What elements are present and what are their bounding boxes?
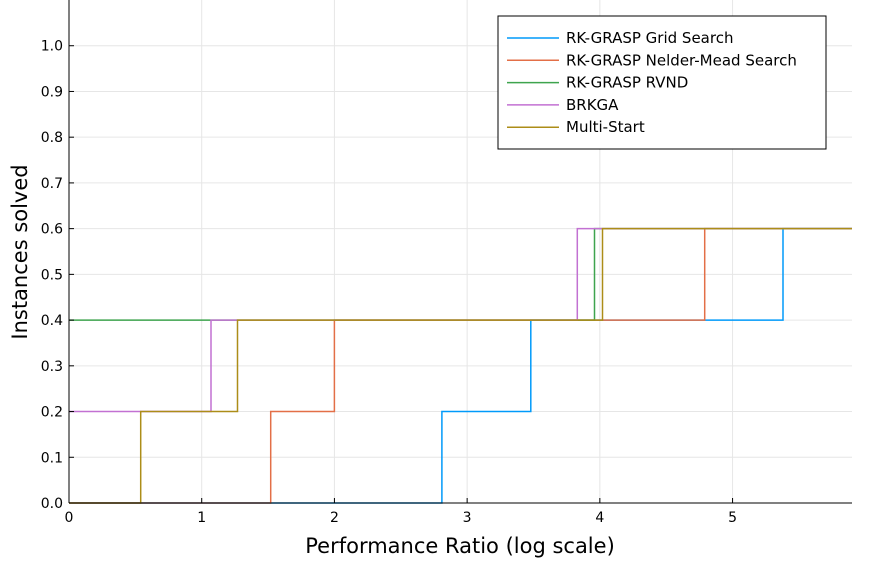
legend: RK-GRASP Grid Search RK-GRASP Nelder-Mead… xyxy=(497,15,827,150)
legend-label: RK-GRASP RVND xyxy=(566,74,688,92)
y-tick-label: 1.0 xyxy=(41,39,63,55)
y-tick-label: 0.5 xyxy=(41,267,63,283)
x-axis-title: Performance Ratio (log scale) xyxy=(305,534,615,558)
y-axis-title: Instances solved xyxy=(8,164,32,339)
x-tick-label: 0 xyxy=(65,510,74,526)
y-tick-label: 0.6 xyxy=(41,222,63,238)
y-tick-label: 0.3 xyxy=(41,359,63,375)
y-tick-label: 0.7 xyxy=(41,176,63,192)
legend-label: RK-GRASP Nelder-Mead Search xyxy=(566,51,797,69)
series-line-5 xyxy=(69,227,852,504)
x-tick-label: 1 xyxy=(197,510,206,526)
series-line-1 xyxy=(69,227,852,504)
y-tick-label: 0.9 xyxy=(41,84,63,100)
y-tick-label: 0.1 xyxy=(41,450,63,466)
x-tick-label: 5 xyxy=(728,510,737,526)
tick-labels: 0 1 2 3 4 5 0.0 0.1 0.2 0.3 0.4 0.5 0.6 0.7 0.8 0.9 1.0 xyxy=(41,39,737,526)
y-tick-label: 0.2 xyxy=(41,405,63,421)
x-tick-label: 4 xyxy=(595,510,604,526)
legend-label: RK-GRASP Grid Search xyxy=(566,29,733,47)
series-lines xyxy=(69,227,852,504)
legend-label: Multi-Start xyxy=(566,118,645,136)
legend-items: RK-GRASP Grid Search RK-GRASP Nelder-Mead… xyxy=(507,29,797,136)
x-tick-label: 3 xyxy=(463,510,472,526)
y-tick-label: 0.8 xyxy=(41,130,63,146)
x-tick-label: 2 xyxy=(330,510,339,526)
legend-label: BRKGA xyxy=(566,96,619,114)
axes xyxy=(68,0,852,504)
y-tick-label: 0.4 xyxy=(41,313,63,329)
series-line-2 xyxy=(69,227,852,504)
y-tick-label: 0.0 xyxy=(41,496,63,512)
